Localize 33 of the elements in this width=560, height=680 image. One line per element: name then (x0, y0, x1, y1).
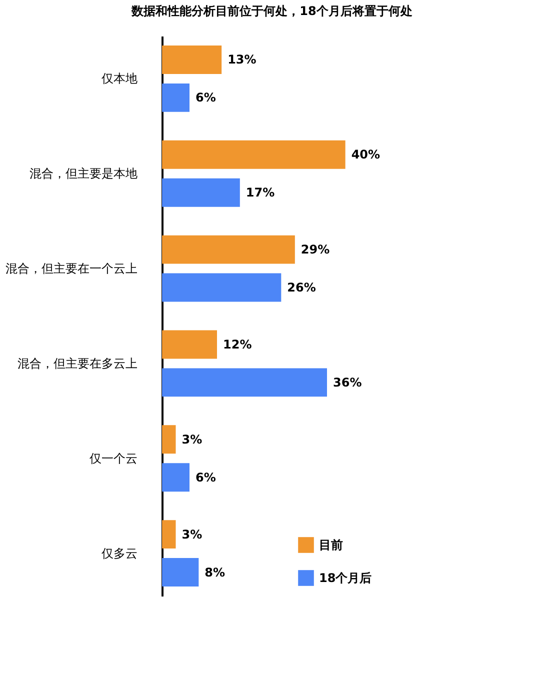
y-tick-label: 混合，但主要是本地 (30, 166, 138, 181)
bar (162, 235, 295, 264)
legend-label: 18个月后 (319, 571, 372, 585)
bar (162, 425, 176, 454)
data-label: 12% (223, 337, 252, 352)
data-label: 36% (333, 375, 362, 390)
data-label: 3% (182, 432, 202, 446)
data-label: 17% (246, 186, 275, 200)
y-tick-label: 混合，但主要在一个云上 (6, 262, 138, 276)
y-tick-label: 仅多云 (102, 546, 138, 560)
y-tick-label: 混合，但主要在多云上 (18, 356, 138, 370)
data-label: 6% (196, 470, 216, 484)
data-label: 13% (228, 52, 256, 67)
bar (162, 140, 346, 169)
data-label: 6% (196, 90, 216, 105)
bar (162, 368, 327, 397)
chart-title: 数据和性能分析目前位于何处，18个月后将置于何处 (130, 4, 412, 18)
data-label: 8% (204, 565, 226, 580)
bar (162, 83, 190, 112)
bar (162, 463, 190, 492)
bar (162, 558, 199, 587)
bar (162, 45, 222, 74)
data-label: 29% (300, 242, 330, 257)
data-label: 26% (287, 280, 316, 295)
legend-label: 目前 (319, 538, 343, 552)
bar (162, 273, 282, 302)
y-tick-label: 仅一个云 (90, 451, 138, 466)
y-tick-label: 仅本地 (102, 72, 138, 86)
bar (162, 330, 217, 359)
bar (162, 520, 176, 549)
data-label: 40% (351, 148, 380, 162)
bar (162, 178, 240, 207)
data-label: 3% (182, 527, 202, 542)
